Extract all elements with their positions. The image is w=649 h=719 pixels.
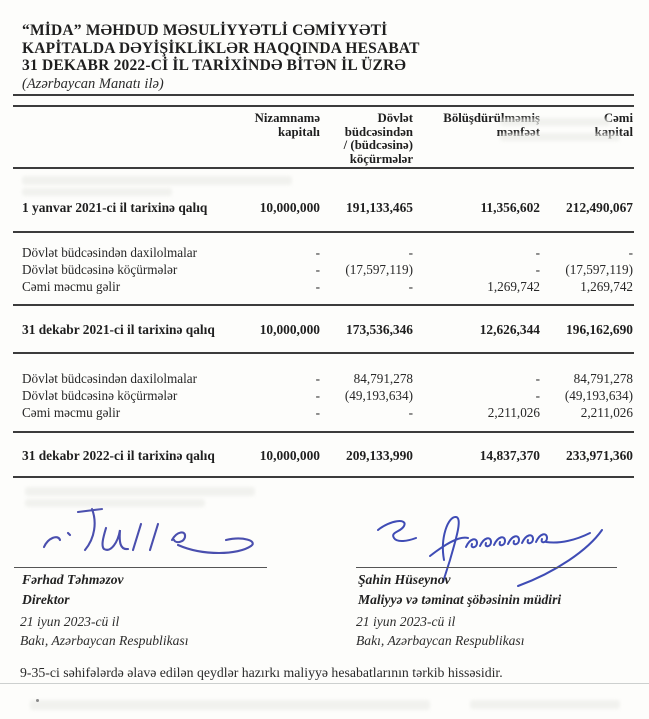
cell-value: - xyxy=(315,371,320,386)
signature-place-left: Bakı, Azərbaycan Respublikası xyxy=(20,633,189,648)
cell-value: - xyxy=(628,245,633,260)
cell-value: 14,837,370 xyxy=(479,448,540,463)
header-bottom-rule xyxy=(13,167,634,169)
section-rule xyxy=(13,431,634,433)
bleedthrough-artifact xyxy=(22,176,292,185)
table-row-budget-transfers-2022: Dövlət büdcəsinə köçürmələr - (49,193,63… xyxy=(13,388,633,404)
cell-value: 173,536,346 xyxy=(346,322,413,337)
row-label: Dövlət büdcəsindən daxilolmalar xyxy=(22,245,198,260)
table-row-opening-2021: 1 yanvar 2021-ci il tarixinə qalıq 10,00… xyxy=(13,200,633,216)
title-line-3: 31 DEKABR 2022-Cİ İL TARİXİNDƏ BİTƏN İL … xyxy=(22,57,407,74)
cell-value: - xyxy=(315,245,320,260)
row-label: Dövlət büdcəsinə köçürmələr xyxy=(22,262,178,277)
col-header-state-budget: Dövlət büdcəsindən / (büdcəsinə) köçürmə… xyxy=(343,111,413,166)
section-rule xyxy=(13,304,634,306)
cell-value: - xyxy=(408,405,413,420)
cell-value: - xyxy=(315,388,320,403)
table-top-rule xyxy=(13,105,634,107)
cell-value: - xyxy=(408,279,413,294)
section-rule xyxy=(13,231,634,233)
table-row-comprehensive-income-2022: Cəmi məcmu gəlir - - 2,211,026 2,211,026 xyxy=(13,405,633,421)
col-header-charter-capital: Nizamnamə kapitalı xyxy=(254,111,320,139)
cell-value: 191,133,465 xyxy=(346,200,413,215)
cell-value: 209,133,990 xyxy=(346,448,413,463)
cell-value: - xyxy=(408,245,413,260)
row-label: 31 dekabr 2022-ci il tarixinə qalıq xyxy=(22,448,215,463)
bleedthrough-artifact xyxy=(22,188,172,196)
cell-value: 10,000,000 xyxy=(259,322,320,337)
signatory-name-left: Fərhad Təhməzov xyxy=(22,572,124,587)
cell-value: 212,490,067 xyxy=(566,200,633,215)
cell-value: - xyxy=(535,388,540,403)
cell-value: 11,356,602 xyxy=(480,200,540,215)
cell-value: 2,211,026 xyxy=(487,405,540,420)
bleedthrough-artifact xyxy=(470,700,620,709)
signature-finance-head-ink xyxy=(377,516,603,587)
row-label: Dövlət büdcəsinə köçürmələr xyxy=(22,388,178,403)
cell-value: 1,269,742 xyxy=(580,279,633,294)
title-line-1: “MİDA” MƏHDUD MƏSULİYYƏTLİ CƏMİYYƏTİ xyxy=(22,22,388,39)
table-bottom-rule xyxy=(13,476,634,478)
row-label: 31 dekabr 2021-ci il tarixinə qalıq xyxy=(22,322,215,337)
signature-line-right xyxy=(356,567,617,569)
document-title: “MİDA” MƏHDUD MƏSULİYYƏTLİ CƏMİYYƏTİ KAP… xyxy=(22,22,622,75)
row-label: Cəmi məcmu gəlir xyxy=(22,279,121,294)
cell-value: - xyxy=(315,279,320,294)
section-rule xyxy=(13,352,634,354)
row-label: 1 yanvar 2021-ci il tarixinə qalıq xyxy=(22,200,208,215)
signatory-role-right: Maliyyə və təminat şöbəsinin müdiri xyxy=(358,592,562,607)
scan-edge-rule xyxy=(0,683,649,684)
cell-value: 196,162,690 xyxy=(566,322,633,337)
cell-value: - xyxy=(535,262,540,277)
bleedthrough-artifact xyxy=(25,487,255,496)
signature-date-left: 21 iyun 2023-cü il xyxy=(20,614,120,629)
cell-value: 10,000,000 xyxy=(259,448,320,463)
cell-value: (17,597,119) xyxy=(565,262,633,277)
cell-value: - xyxy=(535,245,540,260)
signature-director-ink xyxy=(42,507,254,554)
title-line-2: KAPİTALDA DƏYİŞİKLİKLƏR HAQQINDA HESABAT xyxy=(22,39,420,57)
bleedthrough-artifact xyxy=(25,499,205,507)
cell-value: 233,971,360 xyxy=(566,448,633,463)
cell-value: - xyxy=(535,371,540,386)
notes-reference: 9-35-ci səhifələrdə əlavə edilən qeydlər… xyxy=(20,665,503,680)
signature-place-right: Bakı, Azərbaycan Respublikası xyxy=(356,633,525,648)
cell-value: - xyxy=(315,262,320,277)
cell-value: - xyxy=(315,405,320,420)
table-row-budget-inflows-2021: Dövlət büdcəsindən daxilolmalar - - - - xyxy=(13,245,633,261)
cell-value: 12,626,344 xyxy=(479,322,540,337)
row-label: Dövlət büdcəsindən daxilolmalar xyxy=(22,371,198,386)
table-row-closing-2021: 31 dekabr 2021-ci il tarixinə qalıq 10,0… xyxy=(13,322,633,338)
cell-value: (49,193,634) xyxy=(344,388,413,403)
table-row-closing-2022: 31 dekabr 2022-ci il tarixinə qalıq 10,0… xyxy=(13,448,633,464)
cell-value: 1,269,742 xyxy=(487,279,540,294)
signatory-name-right: Şahin Hüseynov xyxy=(358,572,451,587)
cell-value: (17,597,119) xyxy=(345,262,413,277)
signature-line-left xyxy=(14,567,267,569)
row-label: Cəmi məcmu gəlir xyxy=(22,405,121,420)
signatory-role-left: Direktor xyxy=(22,592,70,607)
table-row-budget-transfers-2021: Dövlət büdcəsinə köçürmələr - (17,597,11… xyxy=(13,262,633,278)
signature-date-right: 21 iyun 2023-cü il xyxy=(356,614,456,629)
cell-value: 84,791,278 xyxy=(353,371,413,386)
table-row-comprehensive-income-2021: Cəmi məcmu gəlir - - 1,269,742 1,269,742 xyxy=(13,279,633,295)
bleedthrough-artifact xyxy=(30,700,430,710)
cell-value: 2,211,026 xyxy=(580,405,633,420)
cell-value: 84,791,278 xyxy=(573,371,633,386)
ink-speck xyxy=(36,699,39,702)
cell-value: 10,000,000 xyxy=(259,200,320,215)
cell-value: (49,193,634) xyxy=(564,388,633,403)
horizontal-rule xyxy=(13,94,634,96)
bleedthrough-artifact xyxy=(500,133,620,141)
table-row-budget-inflows-2022: Dövlət büdcəsindən daxilolmalar - 84,791… xyxy=(13,371,633,387)
currency-note: (Azərbaycan Manatı ilə) xyxy=(22,76,164,92)
bleedthrough-artifact xyxy=(500,118,610,126)
